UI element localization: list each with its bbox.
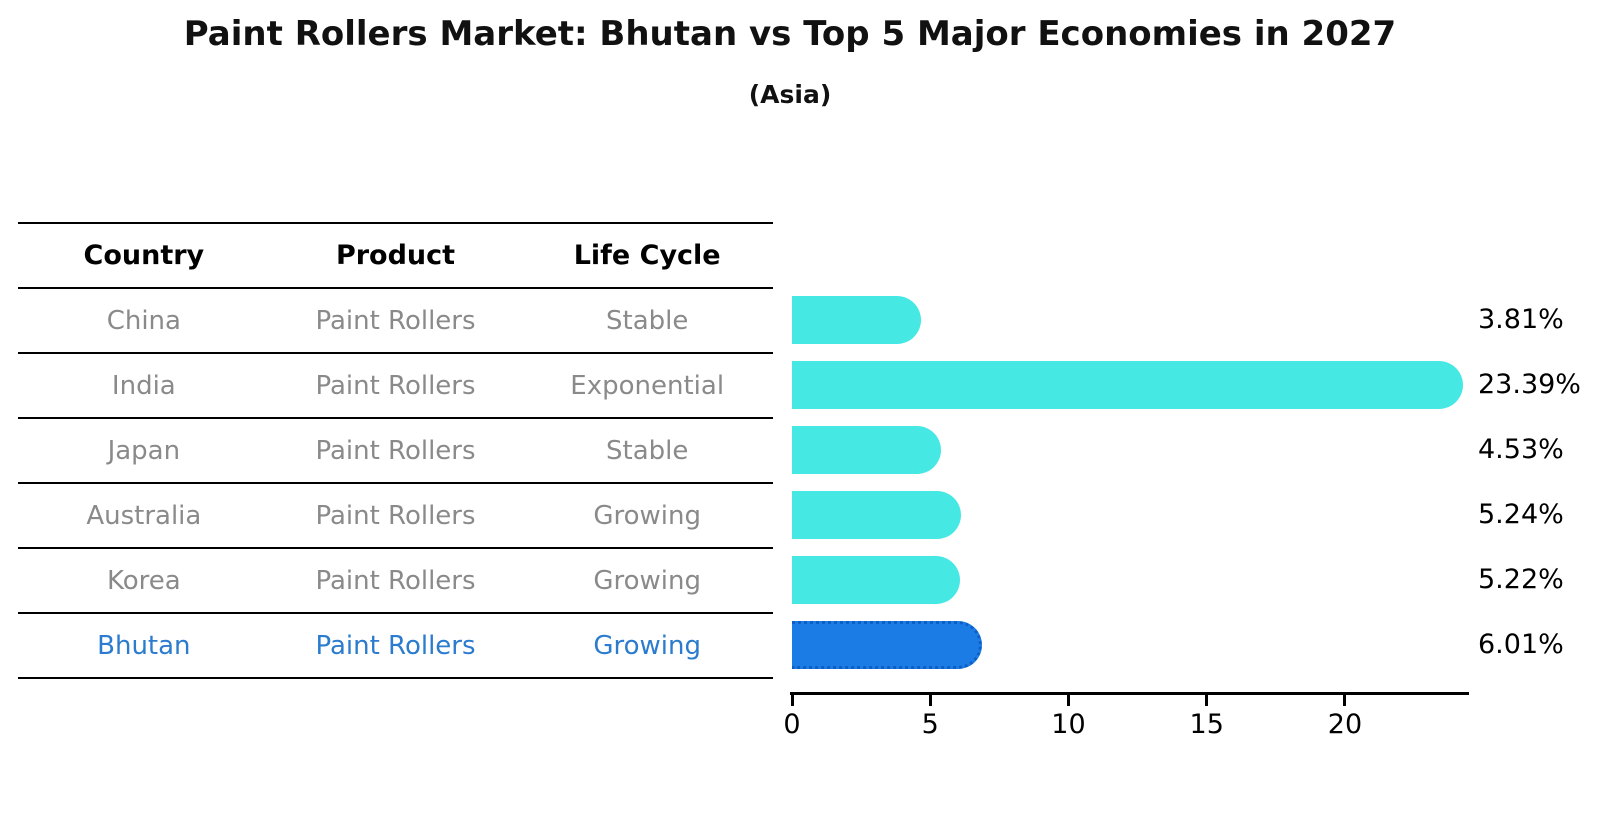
- cell-country: Australia: [86, 500, 202, 531]
- comparison-table: Country Product Life Cycle China Paint R…: [18, 222, 773, 679]
- tick-mark: [1066, 695, 1070, 706]
- table-header-country: Country: [83, 240, 205, 271]
- tick-mark: [790, 695, 794, 706]
- x-axis-tick-label: 15: [1189, 709, 1224, 740]
- cell-life-cycle: Stable: [606, 435, 689, 466]
- bar-plot-area: [792, 287, 1468, 677]
- table-header-product: Product: [335, 240, 456, 271]
- cell-product: Paint Rollers: [315, 370, 476, 401]
- cell-life-cycle: Growing: [593, 500, 701, 531]
- cell-product: Paint Rollers: [315, 435, 476, 466]
- bar-china: [792, 295, 922, 344]
- cell-product: Paint Rollers: [315, 305, 476, 336]
- table-header-row: Country Product Life Cycle: [18, 224, 773, 289]
- value-label-australia: 5.24%: [1478, 499, 1564, 530]
- x-axis-tick-label: 0: [783, 709, 801, 740]
- value-label-bhutan: 6.01%: [1478, 629, 1564, 660]
- value-label-india: 23.39%: [1478, 369, 1581, 400]
- table-row: China Paint Rollers Stable: [18, 289, 773, 354]
- cell-country: Bhutan: [97, 630, 191, 661]
- cell-life-cycle: Growing: [593, 630, 701, 661]
- x-axis-tick-label: 5: [921, 709, 939, 740]
- table-header-life-cycle: Life Cycle: [573, 240, 721, 271]
- tick-mark: [1343, 695, 1347, 706]
- cell-country: Korea: [106, 565, 181, 596]
- cell-product: Paint Rollers: [315, 500, 476, 531]
- cell-country: Japan: [107, 435, 181, 466]
- tick-mark: [1205, 695, 1209, 706]
- value-labels: 3.81% 23.39% 4.53% 5.24% 5.22% 6.01%: [1478, 287, 1581, 677]
- cell-country: China: [106, 305, 181, 336]
- chart-title: Paint Rollers Market: Bhutan vs Top 5 Ma…: [183, 14, 1397, 54]
- x-axis: 0 5 10 15 20: [783, 692, 1469, 740]
- x-axis-line: [790, 692, 1469, 695]
- table-row: Korea Paint Rollers Growing: [18, 549, 773, 614]
- bar-bhutan: [792, 620, 983, 669]
- bar-japan: [792, 425, 942, 474]
- table-row: India Paint Rollers Exponential: [18, 354, 773, 419]
- cell-product: Paint Rollers: [315, 630, 476, 661]
- table-row-bhutan: Bhutan Paint Rollers Growing: [18, 614, 773, 679]
- tick-mark: [928, 695, 932, 706]
- value-label-japan: 4.53%: [1478, 434, 1564, 465]
- bar-india: [792, 360, 1463, 409]
- x-axis-tick-label: 20: [1327, 709, 1363, 740]
- value-label-china: 3.81%: [1478, 304, 1564, 335]
- bar-australia: [792, 490, 961, 539]
- chart-subtitle: (Asia): [748, 80, 832, 109]
- cell-life-cycle: Growing: [593, 565, 701, 596]
- value-label-korea: 5.22%: [1478, 564, 1564, 595]
- cell-life-cycle: Exponential: [570, 370, 725, 401]
- table-row: Australia Paint Rollers Growing: [18, 484, 773, 549]
- bar-korea: [792, 555, 961, 604]
- cell-life-cycle: Stable: [606, 305, 689, 336]
- x-axis-tick-label: 10: [1051, 709, 1086, 740]
- cell-country: India: [111, 370, 176, 401]
- cell-product: Paint Rollers: [315, 565, 476, 596]
- table-row: Japan Paint Rollers Stable: [18, 419, 773, 484]
